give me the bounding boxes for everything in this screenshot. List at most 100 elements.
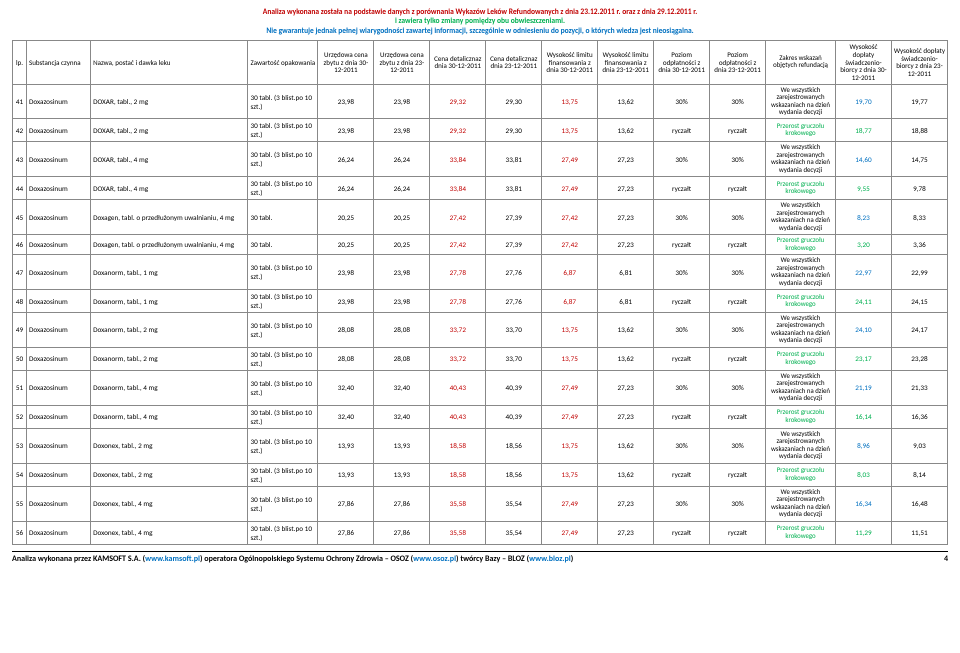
cell-c6: 27,23 (598, 177, 654, 200)
col-cena-urz-23: Urzędowa cena zbytu z dnia 23-12-2011 (374, 41, 430, 84)
footer-link-osoz[interactable]: www.osoz.pl (413, 554, 456, 564)
col-substancja: Substancja czynna (26, 41, 90, 84)
footer-pre: Analiza wykonana przez KAMSOFT S.A. ( (12, 554, 145, 564)
cell-c8: 30% (710, 142, 766, 177)
cell-c2: 13,93 (374, 463, 430, 486)
cell-c3: 18,58 (430, 428, 486, 463)
cell-c3: 33,84 (430, 177, 486, 200)
cell-c7: 30% (654, 428, 710, 463)
cell-c5: 6,87 (542, 255, 598, 290)
table-row: 52DoxazosinumDoxanorm, tabl., 4 mg30 tab… (13, 405, 948, 428)
table-row: 51DoxazosinumDoxanorm, tabl., 4 mg30 tab… (13, 370, 948, 405)
cell-zakres: We wszystkich zarejestrowanych wskazania… (766, 142, 836, 177)
cell-c1: 27,86 (318, 486, 374, 521)
cell-c5: 27,49 (542, 142, 598, 177)
cell-zaw: 30 tabl. (3 blist.po 10 szt.) (248, 84, 318, 119)
cell-sub: Doxazosinum (26, 142, 90, 177)
cell-naz: DOXAR, tabl., 4 mg (91, 142, 248, 177)
cell-zaw: 30 tabl. (3 blist.po 10 szt.) (248, 370, 318, 405)
cell-c5: 13,75 (542, 84, 598, 119)
cell-c2: 13,93 (374, 428, 430, 463)
cell-naz: Doxanorm, tabl., 4 mg (91, 405, 248, 428)
cell-sub: Doxazosinum (26, 177, 90, 200)
cell-naz: DOXAR, tabl., 2 mg (91, 119, 248, 142)
cell-d1: 16,14 (835, 405, 891, 428)
cell-c6: 13,62 (598, 347, 654, 370)
cell-lp: 48 (13, 290, 27, 313)
cell-c7: 30% (654, 84, 710, 119)
cell-c8: ryczałt (710, 463, 766, 486)
cell-lp: 42 (13, 119, 27, 142)
cell-zakres: We wszystkich zarejestrowanych wskazania… (766, 486, 836, 521)
cell-d1: 22,97 (835, 255, 891, 290)
cell-d1: 24,10 (835, 313, 891, 348)
cell-sub: Doxazosinum (26, 200, 90, 235)
cell-c8: ryczałt (710, 347, 766, 370)
cell-c4: 27,39 (486, 235, 542, 255)
cell-zaw: 30 tabl. (248, 200, 318, 235)
col-limit-30: Wysokość limitu finansowania z dnia 30-1… (542, 41, 598, 84)
cell-zaw: 30 tabl. (3 blist.po 10 szt.) (248, 313, 318, 348)
cell-c3: 29,32 (430, 84, 486, 119)
cell-c2: 23,98 (374, 255, 430, 290)
col-doplata-23: Wysokość dopłaty świadczenio-biorcy z dn… (891, 41, 947, 84)
cell-c4: 18,56 (486, 428, 542, 463)
cell-c8: 30% (710, 84, 766, 119)
cell-d2: 21,33 (891, 370, 947, 405)
cell-c1: 27,86 (318, 521, 374, 544)
cell-c7: ryczałt (654, 463, 710, 486)
cell-c7: 30% (654, 142, 710, 177)
cell-lp: 43 (13, 142, 27, 177)
footer-text: Analiza wykonana przez KAMSOFT S.A. (www… (12, 554, 573, 564)
table-row: 43DoxazosinumDOXAR, tabl., 4 mg30 tabl. … (13, 142, 948, 177)
cell-c3: 35,58 (430, 486, 486, 521)
cell-naz: Doxanorm, tabl., 1 mg (91, 255, 248, 290)
cell-c2: 32,40 (374, 405, 430, 428)
cell-c4: 33,81 (486, 177, 542, 200)
cell-c2: 27,86 (374, 521, 430, 544)
cell-sub: Doxazosinum (26, 235, 90, 255)
cell-lp: 54 (13, 463, 27, 486)
cell-zakres: We wszystkich zarejestrowanych wskazania… (766, 428, 836, 463)
cell-c8: ryczałt (710, 405, 766, 428)
cell-sub: Doxazosinum (26, 313, 90, 348)
cell-c6: 27,23 (598, 235, 654, 255)
cell-c2: 20,25 (374, 235, 430, 255)
cell-c5: 27,49 (542, 177, 598, 200)
footer-link-bloz[interactable]: www.bloz.pl (529, 554, 571, 564)
cell-zakres: Przerost gruczołu krokowego (766, 347, 836, 370)
cell-zakres: We wszystkich zarejestrowanych wskazania… (766, 370, 836, 405)
col-limit-23: Wysokość limitu finansowania z dnia 23-1… (598, 41, 654, 84)
cell-d2: 9,78 (891, 177, 947, 200)
cell-c5: 27,49 (542, 486, 598, 521)
cell-c7: ryczałt (654, 235, 710, 255)
cell-c2: 26,24 (374, 177, 430, 200)
table-row: 45DoxazosinumDoxagen, tabl. o przedłużon… (13, 200, 948, 235)
cell-c6: 27,23 (598, 486, 654, 521)
cell-d1: 24,11 (835, 290, 891, 313)
table-row: 50DoxazosinumDoxanorm, tabl., 2 mg30 tab… (13, 347, 948, 370)
cell-c8: ryczałt (710, 290, 766, 313)
header-line-2: i zawiera tylko zmiany pomiędzy obu obwi… (12, 17, 948, 26)
cell-c7: ryczałt (654, 290, 710, 313)
cell-d1: 8,03 (835, 463, 891, 486)
table-row: 53DoxazosinumDoxonex, tabl., 2 mg30 tabl… (13, 428, 948, 463)
cell-lp: 46 (13, 235, 27, 255)
cell-c8: 30% (710, 255, 766, 290)
cell-c1: 23,98 (318, 255, 374, 290)
cell-c8: ryczałt (710, 177, 766, 200)
cell-d2: 11,51 (891, 521, 947, 544)
cell-c7: ryczałt (654, 177, 710, 200)
cell-c5: 13,75 (542, 313, 598, 348)
cell-c3: 27,42 (430, 200, 486, 235)
footer-link-kamsoft[interactable]: www.kamsoft.pl (145, 554, 200, 564)
cell-zaw: 30 tabl. (3 blist.po 10 szt.) (248, 142, 318, 177)
cell-zakres: We wszystkich zarejestrowanych wskazania… (766, 84, 836, 119)
cell-sub: Doxazosinum (26, 405, 90, 428)
cell-lp: 50 (13, 347, 27, 370)
col-lp: lp. (13, 41, 27, 84)
cell-lp: 44 (13, 177, 27, 200)
cell-d1: 8,96 (835, 428, 891, 463)
cell-zakres: Przerost gruczołu krokowego (766, 119, 836, 142)
cell-c2: 28,08 (374, 313, 430, 348)
